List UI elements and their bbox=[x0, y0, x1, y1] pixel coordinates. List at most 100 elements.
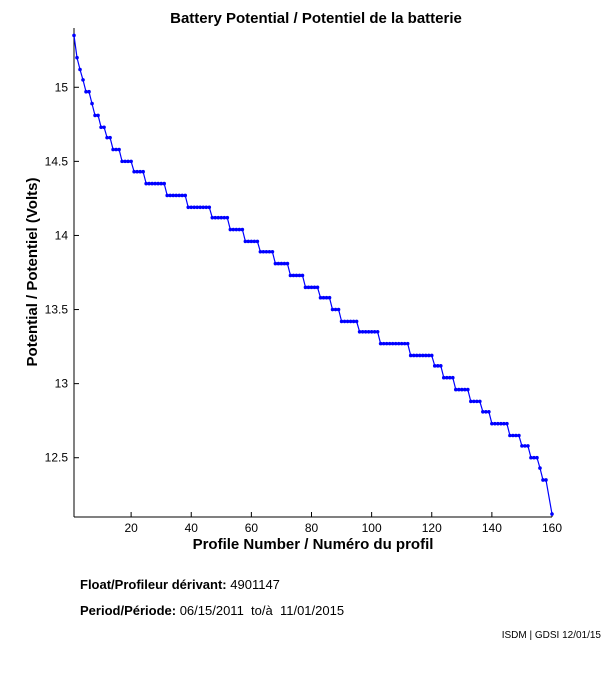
data-point bbox=[243, 239, 248, 244]
data-point bbox=[159, 181, 163, 186]
data-point bbox=[90, 101, 94, 106]
data-point bbox=[267, 249, 272, 254]
data-point bbox=[165, 193, 169, 198]
data-point bbox=[402, 341, 407, 346]
data-point bbox=[234, 227, 239, 232]
y-tick-label: 14 bbox=[55, 228, 69, 242]
data-point bbox=[508, 433, 512, 438]
data-point bbox=[514, 433, 518, 438]
data-point bbox=[78, 67, 82, 72]
data-point bbox=[414, 353, 419, 358]
data-point bbox=[487, 409, 491, 414]
data-point bbox=[309, 285, 314, 290]
data-point bbox=[450, 375, 455, 380]
data-point bbox=[324, 295, 329, 300]
data-point bbox=[117, 147, 121, 152]
data-point bbox=[342, 319, 347, 324]
data-point bbox=[529, 455, 533, 460]
float-label: Float/Profileur dérivant: bbox=[80, 577, 227, 592]
data-point bbox=[381, 341, 386, 346]
data-point bbox=[496, 421, 500, 426]
data-point bbox=[282, 261, 287, 266]
data-point bbox=[213, 215, 218, 220]
data-point bbox=[180, 193, 185, 198]
data-point bbox=[297, 273, 302, 278]
data-point bbox=[315, 285, 320, 290]
data-point bbox=[177, 193, 182, 198]
data-point bbox=[300, 273, 305, 278]
data-point bbox=[183, 193, 188, 198]
y-tick-label: 13.5 bbox=[45, 303, 69, 317]
data-point bbox=[411, 353, 416, 358]
data-point bbox=[441, 375, 446, 380]
data-point bbox=[210, 215, 215, 220]
data-point bbox=[162, 181, 166, 186]
data-point bbox=[375, 329, 380, 334]
y-tick-label: 15 bbox=[55, 80, 69, 94]
data-point bbox=[231, 227, 236, 232]
data-point bbox=[505, 421, 509, 426]
data-point bbox=[156, 181, 160, 186]
y-tick-label: 14.5 bbox=[45, 154, 69, 168]
data-point bbox=[387, 341, 392, 346]
x-tick-label: 40 bbox=[185, 521, 199, 535]
data-point bbox=[423, 353, 428, 358]
data-point bbox=[219, 215, 224, 220]
data-point bbox=[532, 455, 536, 460]
data-point bbox=[306, 285, 311, 290]
data-point bbox=[93, 113, 97, 118]
data-point bbox=[535, 455, 539, 460]
data-point bbox=[457, 387, 461, 392]
data-point bbox=[405, 341, 410, 346]
data-point bbox=[408, 353, 413, 358]
data-point bbox=[276, 261, 281, 266]
data-point bbox=[285, 261, 290, 266]
data-point bbox=[204, 205, 209, 210]
period-start: 06/15/2011 bbox=[179, 603, 244, 618]
data-point bbox=[493, 421, 497, 426]
data-point bbox=[339, 319, 344, 324]
data-point bbox=[240, 227, 245, 232]
data-point bbox=[541, 478, 545, 482]
data-point bbox=[478, 399, 482, 404]
x-tick-label: 140 bbox=[482, 521, 502, 535]
data-point bbox=[216, 215, 221, 220]
data-point bbox=[417, 353, 422, 358]
data-point bbox=[249, 239, 254, 244]
data-point bbox=[460, 387, 464, 392]
y-tick-label: 12.5 bbox=[45, 451, 69, 465]
data-point bbox=[354, 319, 359, 324]
x-tick-label: 20 bbox=[124, 521, 138, 535]
data-point bbox=[279, 261, 284, 266]
data-point bbox=[147, 181, 151, 186]
data-point bbox=[463, 387, 467, 392]
footer-credit: ISDM | GDSI 12/01/15 bbox=[501, 630, 601, 641]
x-tick-label: 80 bbox=[305, 521, 319, 535]
data-point bbox=[490, 421, 494, 426]
data-point bbox=[207, 205, 212, 210]
data-point bbox=[258, 249, 263, 254]
data-point bbox=[294, 273, 299, 278]
data-point bbox=[171, 193, 176, 198]
data-point bbox=[252, 239, 257, 244]
data-point bbox=[538, 466, 542, 470]
data-point bbox=[75, 55, 79, 60]
data-point bbox=[186, 205, 191, 210]
data-point bbox=[312, 285, 317, 290]
data-point bbox=[360, 329, 365, 334]
data-point bbox=[144, 181, 148, 186]
data-point bbox=[390, 341, 395, 346]
chart-title: Battery Potential / Potentiel de la batt… bbox=[170, 10, 462, 27]
data-point bbox=[321, 295, 326, 300]
data-point bbox=[201, 205, 206, 210]
data-point bbox=[222, 215, 227, 220]
data-point bbox=[87, 89, 91, 94]
data-point bbox=[526, 444, 530, 448]
data-point bbox=[369, 329, 374, 334]
data-point bbox=[132, 169, 136, 174]
data-point bbox=[481, 409, 485, 414]
period-info: Period/Période: 06/15/2011 to/à 11/01/20… bbox=[80, 603, 344, 618]
data-point bbox=[351, 319, 356, 324]
data-point bbox=[99, 125, 103, 130]
